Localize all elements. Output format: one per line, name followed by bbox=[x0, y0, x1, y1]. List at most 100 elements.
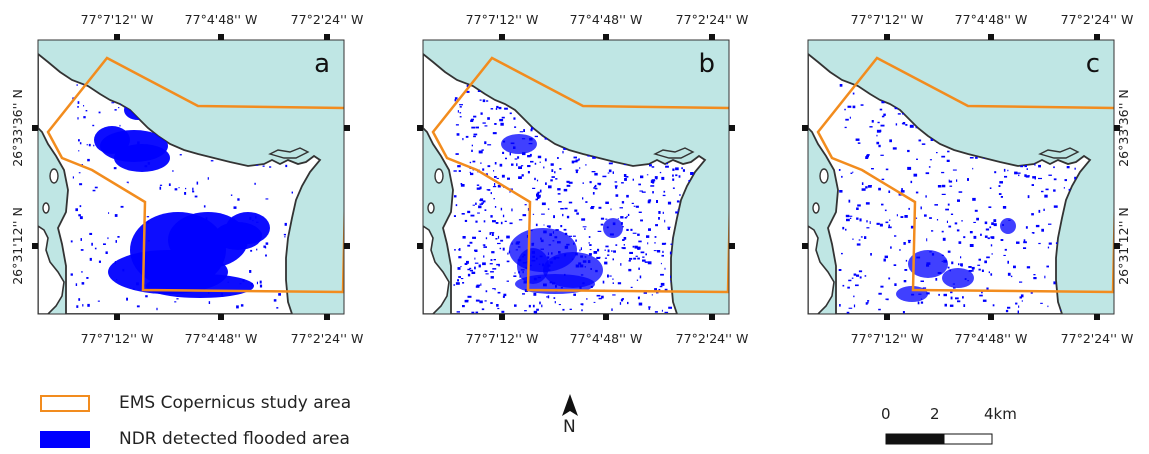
bottom-tick bbox=[324, 314, 330, 320]
map-border bbox=[807, 39, 1115, 315]
bottom-tick-label: 77°4'48'' W bbox=[955, 331, 1028, 346]
left-tick bbox=[802, 125, 808, 131]
top-tick bbox=[324, 34, 330, 40]
panel-letter: b bbox=[698, 49, 715, 79]
map-svg: 77°7'12'' W 77°7'12'' W 77°4'48'' W 77°4'48… bbox=[417, 12, 748, 346]
right-tick bbox=[1114, 243, 1120, 249]
bottom-tick-label: 77°2'24'' W bbox=[1061, 331, 1134, 346]
left-tick bbox=[417, 243, 423, 249]
map-border bbox=[37, 39, 345, 315]
bottom-tick bbox=[218, 314, 224, 320]
land-area bbox=[808, 52, 1092, 314]
bottom-tick bbox=[499, 314, 505, 320]
top-tick bbox=[499, 34, 505, 40]
bottom-tick bbox=[988, 314, 994, 320]
map-svg: 77°7'12'' W 77°7'12'' W 77°4'48'' W 77°4'48… bbox=[10, 12, 363, 346]
small-islet bbox=[812, 202, 820, 214]
top-tick-label: 77°7'12'' W bbox=[81, 12, 154, 27]
bottom-tick bbox=[884, 314, 890, 320]
left-tick bbox=[32, 243, 38, 249]
study-area-outline bbox=[816, 56, 1114, 294]
bottom-tick bbox=[603, 314, 609, 320]
north-arrow: N bbox=[556, 392, 586, 442]
left-tick bbox=[802, 243, 808, 249]
small-islet bbox=[819, 168, 829, 184]
right-tick bbox=[344, 125, 350, 131]
small-islet bbox=[42, 202, 50, 214]
top-tick bbox=[884, 34, 890, 40]
north-label: N bbox=[563, 417, 576, 437]
map-frame bbox=[422, 39, 730, 315]
right-tick bbox=[1114, 125, 1120, 131]
legend-label-flooded: NDR detected flooded area bbox=[119, 429, 350, 449]
map-legend: EMS Copernicus study area NDR detected f… bbox=[40, 388, 420, 454]
map-panel-b: 77°7'12'' W 77°7'12'' W 77°4'48'' W 77°4'48… bbox=[385, 0, 748, 350]
bottom-tick bbox=[709, 314, 715, 320]
coastal-inlet bbox=[1038, 147, 1080, 159]
map-svg: 77°7'12'' W 77°7'12'' W 77°4'48'' W 77°4'48… bbox=[802, 12, 1133, 346]
small-islet bbox=[434, 168, 444, 184]
right-tick bbox=[729, 125, 735, 131]
bottom-tick-label: 77°4'48'' W bbox=[185, 331, 258, 346]
top-tick bbox=[709, 34, 715, 40]
scale-label-4km: 4km bbox=[984, 405, 1017, 423]
western-islet bbox=[38, 225, 65, 314]
small-islet bbox=[49, 168, 59, 184]
flooded-swatch bbox=[40, 430, 90, 448]
top-tick-label: 77°2'24'' W bbox=[676, 12, 749, 27]
top-tick-label: 77°4'48'' W bbox=[570, 12, 643, 27]
top-tick-label: 77°4'48'' W bbox=[185, 12, 258, 27]
top-tick bbox=[988, 34, 994, 40]
flooded-area bbox=[70, 80, 320, 311]
scale-label-0: 0 bbox=[881, 405, 891, 423]
western-islet bbox=[423, 225, 450, 314]
legend-item-study-area: EMS Copernicus study area bbox=[40, 392, 351, 414]
top-tick-label: 77°2'24'' W bbox=[291, 12, 364, 27]
coastal-inlet bbox=[268, 147, 310, 159]
small-islet bbox=[427, 202, 435, 214]
top-tick-label: 77°2'24'' W bbox=[1061, 12, 1134, 27]
right-tick bbox=[729, 243, 735, 249]
bottom-tick-label: 77°2'24'' W bbox=[291, 331, 364, 346]
bottom-tick bbox=[1094, 314, 1100, 320]
right-tick-label: 26°33'36'' N bbox=[1116, 89, 1131, 167]
left-tick bbox=[32, 125, 38, 131]
bottom-tick-label: 77°7'12'' W bbox=[851, 331, 924, 346]
right-tick-label: 26°31'12'' N bbox=[1116, 207, 1131, 285]
top-tick bbox=[218, 34, 224, 40]
left-tick-label: 26°31'12'' N bbox=[10, 207, 25, 285]
top-tick-label: 77°7'12'' W bbox=[851, 12, 924, 27]
map-panel-a: 77°7'12'' W 77°7'12'' W 77°4'48'' W 77°4'48… bbox=[0, 0, 363, 350]
map-frame bbox=[807, 39, 1115, 315]
map-border bbox=[422, 39, 730, 315]
study-area-outline bbox=[431, 56, 729, 294]
bottom-tick-label: 77°2'24'' W bbox=[676, 331, 749, 346]
bottom-tick-label: 77°7'12'' W bbox=[466, 331, 539, 346]
bottom-tick-label: 77°7'12'' W bbox=[81, 331, 154, 346]
top-tick-label: 77°4'48'' W bbox=[955, 12, 1028, 27]
map-frame bbox=[37, 39, 345, 315]
study-area-swatch bbox=[40, 394, 90, 412]
legend-label-study-area: EMS Copernicus study area bbox=[119, 393, 352, 413]
scale-label-2: 2 bbox=[930, 405, 940, 423]
coastal-inlet bbox=[653, 147, 695, 159]
panel-letter: c bbox=[1086, 49, 1100, 79]
right-tick bbox=[344, 243, 350, 249]
top-tick bbox=[603, 34, 609, 40]
scale-bar-graphic bbox=[885, 433, 993, 445]
scale-bar: 0 2 4km bbox=[870, 400, 1040, 450]
bottom-tick bbox=[114, 314, 120, 320]
panel-letter: a bbox=[314, 49, 330, 79]
left-tick bbox=[417, 125, 423, 131]
legend-item-flooded: NDR detected flooded area bbox=[40, 428, 350, 450]
top-tick bbox=[1094, 34, 1100, 40]
left-tick-label: 26°33'36'' N bbox=[10, 89, 25, 167]
land-area bbox=[423, 52, 707, 314]
western-islet bbox=[808, 225, 835, 314]
bottom-tick-label: 77°4'48'' W bbox=[570, 331, 643, 346]
north-arrow-icon bbox=[562, 394, 578, 416]
top-tick bbox=[114, 34, 120, 40]
map-panel-c: 77°7'12'' W 77°7'12'' W 77°4'48'' W 77°4'48… bbox=[770, 0, 1133, 350]
top-tick-label: 77°7'12'' W bbox=[466, 12, 539, 27]
study-area-outline bbox=[46, 56, 344, 294]
